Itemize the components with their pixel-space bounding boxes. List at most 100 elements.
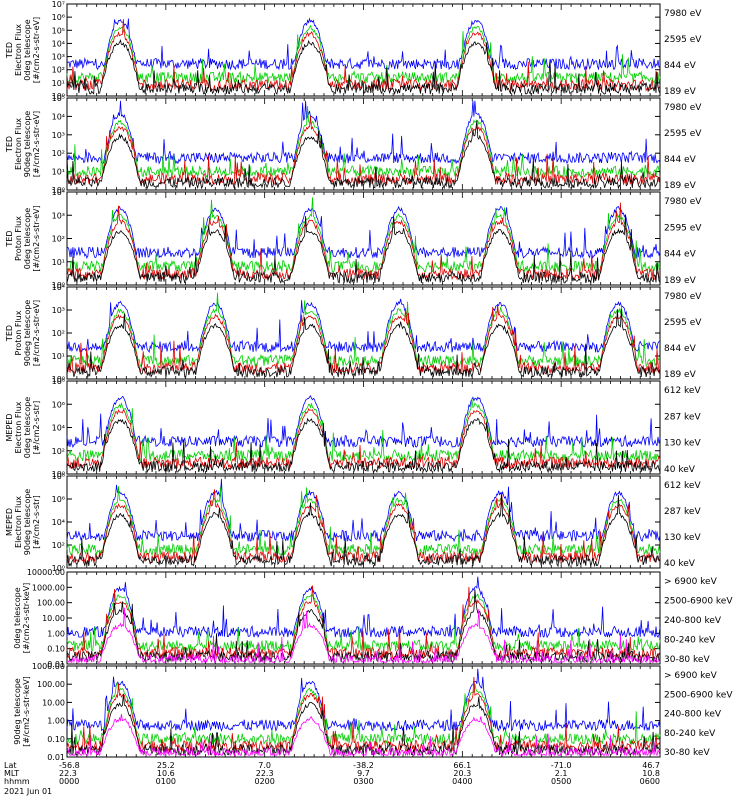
legend-entry: 844 eV [664,250,697,260]
y-axis-label: MEPED [5,414,14,442]
date-label: 2021 Jun 01 [4,787,52,796]
y-axis-label: 90deg telescope [23,111,32,178]
legend-entry: 240-800 keV [664,616,722,626]
series-trace-magenta [66,713,661,757]
x-tick-mlt: 22.3 [59,769,77,778]
legend-entry: 189 eV [664,87,697,97]
y-axis-label: [#/cm2-s-str-eV] [32,17,41,83]
y-axis-label: Electron Flux [14,401,23,453]
y-tick-label: 10⁴ [52,518,65,527]
series-trace-blue [66,395,661,449]
series-trace-red [66,676,661,753]
y-tick-label: 10³ [52,211,65,220]
legend-entry: 612 keV [664,386,701,396]
legend-entry: > 6900 keV [664,671,718,681]
series-trace-green [66,682,661,746]
y-tick-label: 10¹ [52,352,65,361]
legend-entry: 2595 eV [664,129,702,139]
y-axis-label: 0deg telescope [23,208,32,269]
series-trace-green [66,106,661,179]
x-tick-hhmm: 0200 [254,777,274,786]
legend-entry: 287 keV [664,507,701,517]
y-tick-label: 10⁶ [52,13,65,22]
y-axis-label: 90deg telescope [13,678,22,745]
y-axis-label: Proton Flux [14,216,23,261]
legend-entry: 612 keV [664,481,701,491]
y-axis-label: [#/cm2-s-str-keV] [22,583,31,654]
legend-entry: 844 eV [664,61,697,71]
legend-entry: 844 eV [664,344,697,354]
x-tick-lat: 66.1 [453,761,471,770]
legend-entry: 30-80 keV [664,655,710,665]
y-axis-label: Electron Flux [14,496,23,548]
y-tick-label: 10⁸ [52,377,65,386]
y-tick-label: 1.00 [47,629,65,638]
x-tick-hhmm: 0600 [640,777,660,786]
legend-entry: 240-800 keV [664,710,722,720]
legend-entry: 130 keV [664,439,701,449]
y-tick-label: 10⁰ [52,186,65,195]
panel-6: 10⁰ 10² 10⁴ 10⁶ 10⁸ MEPED Electron Flux 90deg t… [5,472,701,573]
y-tick-label: 10⁰ [52,281,65,290]
series-trace-red [66,585,661,660]
y-tick-label: 10² [52,235,65,244]
legend-entry: 2595 eV [664,318,702,328]
y-tick-label: 10³ [52,131,65,140]
legend-entry: 2500-6900 keV [664,690,733,700]
x-tick-hhmm: 0300 [353,777,373,786]
series-trace-green [66,398,661,463]
y-tick-label: 10⁵ [52,26,65,35]
y-tick-label: 10² [52,541,65,550]
y-axis-label: 0deg telescope [23,397,32,458]
y-tick-label: 10.00 [42,614,65,623]
legend-entry: 40 keV [664,465,696,475]
series-trace-red [66,407,661,470]
legend-entry: 80-240 keV [664,636,716,646]
y-axis-label: [#/cm2-s-str-eV] [32,205,41,271]
x-tick-hhmm: 0400 [452,777,472,786]
series-trace-magenta [67,607,661,664]
panel-4: 10⁰ 10¹ 10² 10³ 10⁴ TED Proton Flux 90deg teles… [5,283,702,384]
x-tick-lat: 7.0 [258,761,271,770]
y-axis-label: MEPED [5,508,14,536]
y-tick-label: 10⁴ [52,188,65,197]
y-axis-label: [#/cm2-s-str-keV] [22,676,31,747]
series-trace-black [66,494,661,568]
y-tick-label: 10⁴ [52,112,65,121]
y-tick-label: 10⁰ [52,564,65,573]
x-tick-hhmm: 0500 [551,777,571,786]
panel-2: 10⁰ 10¹ 10² 10³ 10⁴ 10⁵ TED Electron Flux 90deg … [5,94,702,195]
y-axis-label: TED [5,42,14,59]
y-tick-label: 10³ [52,306,65,315]
series-trace-blue [66,100,661,165]
legend-entry: 844 eV [664,155,697,165]
y-tick-label: 10¹ [52,79,65,88]
y-tick-label: 10⁰ [52,92,65,101]
y-tick-label: 10¹ [52,168,65,177]
y-tick-label: 10² [52,66,65,75]
y-tick-label: 0.01 [47,660,65,669]
x-row-label: MLT [4,769,19,778]
legend-entry: 7980 eV [664,292,702,302]
y-tick-label: 10³ [52,53,65,62]
x-tick-lat: -38.2 [353,761,374,770]
y-axis-label: Electron Flux [14,24,23,76]
series-trace-black [66,39,661,96]
series-trace-blue [66,668,661,732]
y-tick-label: 10⁷ [52,0,65,9]
legend-entry: 7980 eV [664,9,702,19]
legend-entry: 7980 eV [664,197,702,207]
legend-entry: > 6900 keV [664,577,718,587]
y-tick-label: 1000.00 [32,583,65,592]
series-trace-black [66,120,661,190]
series-trace-blue [66,205,661,260]
x-axis: LatMLThhmm-56.822.3000025.210.601007.022… [4,761,660,796]
y-tick-label: 10⁴ [52,424,65,433]
x-row-label: hhmm [4,777,30,786]
y-tick-label: 10⁶ [52,400,65,409]
series-trace-blue [66,298,660,354]
legend-entry: 80-240 keV [664,729,716,739]
x-tick-mlt: 20.3 [453,769,471,778]
series-trace-green [66,197,661,274]
